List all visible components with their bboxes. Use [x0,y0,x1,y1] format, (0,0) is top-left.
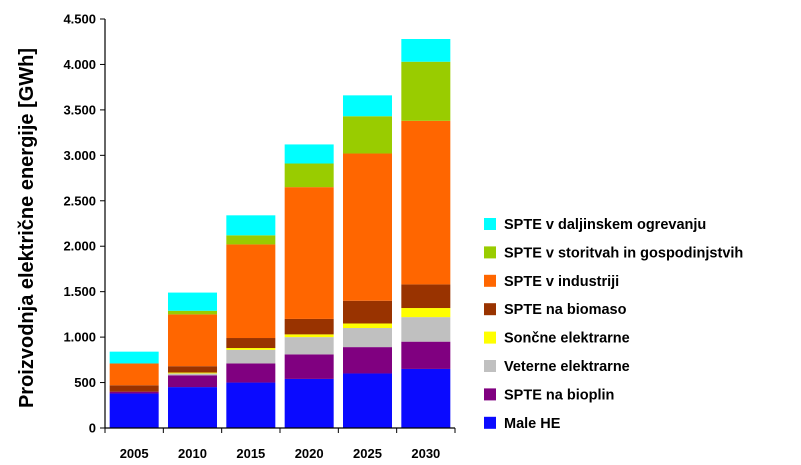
y-tick-label: 500 [74,375,96,390]
legend-swatch [484,246,496,259]
bar-segment-2010-1 [168,375,217,388]
legend-label: SPTE v daljinskem ogrevanju [504,217,706,233]
bar-segment-2020-0 [284,378,334,428]
y-axis-label: Proizvodnja električne energije [GWh] [16,48,38,408]
bar-segment-2025-2 [343,328,392,348]
y-ticks-group: 0 500 1.000 1.500 2.000 2.500 3.000 3.500 4.000 4… [63,12,105,436]
x-tick-label: 2030 [411,446,440,461]
x-ticks-group: 2005 2010 2015 2020 2025 2030 [104,428,456,461]
bar-segment-2010-7 [168,292,217,311]
x-tick-label: 2005 [120,446,149,461]
y-tick-label: 4.500 [63,12,96,27]
y-tick-label: 0 [89,421,96,436]
legend-label: Male HE [504,416,561,432]
y-tick-label: 1.500 [63,284,96,299]
bar-segment-2025-1 [343,347,392,374]
y-tick-label: 3.000 [63,148,96,163]
bar-segment-2015-1 [226,363,276,383]
bar-segment-2030-6 [401,61,451,121]
bar-segment-2020-5 [284,187,334,319]
legend-swatch [484,274,496,287]
legend-swatch [484,416,496,429]
bar-segment-2010-6 [168,310,217,315]
bar-segment-2020-1 [284,354,334,379]
x-tick-label: 2010 [178,446,207,461]
bar-segment-2020-6 [284,163,334,188]
bar-segment-2005-7 [109,351,159,364]
bar-segment-2005-5 [109,363,159,386]
bar-segment-2030-1 [401,341,451,369]
legend-swatch [484,218,496,230]
bar-segment-2015-5 [226,244,276,339]
x-tick-label: 2025 [353,446,382,461]
bar-segment-2015-6 [226,235,276,245]
bar-segment-2020-7 [284,144,334,164]
legend-label: Sončne elektrarne [504,331,630,347]
legend-label: SPTE v storitvah in gospodinjstvih [504,245,743,261]
legend: SPTE v daljinskem ogrevanju SPTE v storit… [484,217,743,432]
bar-segment-2025-5 [343,153,392,301]
legend-swatch [484,303,496,316]
bar-segment-2015-2 [226,349,276,364]
bar-segment-2030-2 [401,317,451,342]
legend-swatch [484,360,496,372]
bar-segment-2030-5 [401,120,451,285]
bar-segment-2025-4 [343,300,392,324]
bar-segment-2025-7 [343,95,392,117]
bar-segment-2010-3 [168,372,217,374]
bar-segment-2010-4 [168,366,217,373]
bar-segment-2020-4 [284,318,334,335]
bar-segment-2030-4 [401,284,451,309]
bar-segment-2010-0 [168,387,217,428]
bar-segment-2005-0 [109,393,159,428]
bar-segment-2025-3 [343,323,392,329]
bar-segment-2030-3 [401,308,451,318]
bar-segment-2020-2 [284,337,334,355]
legend-label: Veterne elektrarne [504,359,630,375]
bar-segment-2020-3 [284,334,334,338]
legend-swatch [484,388,496,401]
legend-label: SPTE v industriji [504,274,619,290]
x-tick-label: 2020 [295,446,324,461]
y-tick-label: 4.000 [63,57,96,72]
bar-segment-2015-3 [226,348,276,350]
x-tick-label: 2015 [236,446,265,461]
legend-swatch [484,331,496,344]
bar-segment-2015-7 [226,215,276,236]
bar-segment-2005-1 [109,391,159,394]
bar-segment-2015-0 [226,382,276,428]
y-tick-label: 2.500 [63,193,96,208]
legend-label: SPTE na bioplin [504,387,614,403]
y-tick-label: 3.500 [63,102,96,117]
bar-segment-2025-6 [343,116,392,154]
bar-segment-2030-0 [401,368,451,428]
bar-segment-2005-4 [109,385,159,392]
bar-segment-2025-0 [343,373,392,428]
bar-segment-2010-2 [168,373,217,376]
bar-segment-2015-4 [226,338,276,349]
y-tick-label: 2.000 [63,239,96,254]
legend-label: SPTE na biomaso [504,302,627,318]
y-tick-label: 1.000 [63,330,96,345]
bars-group [109,39,451,428]
bar-segment-2030-7 [401,39,451,62]
bar-segment-2010-5 [168,314,217,367]
